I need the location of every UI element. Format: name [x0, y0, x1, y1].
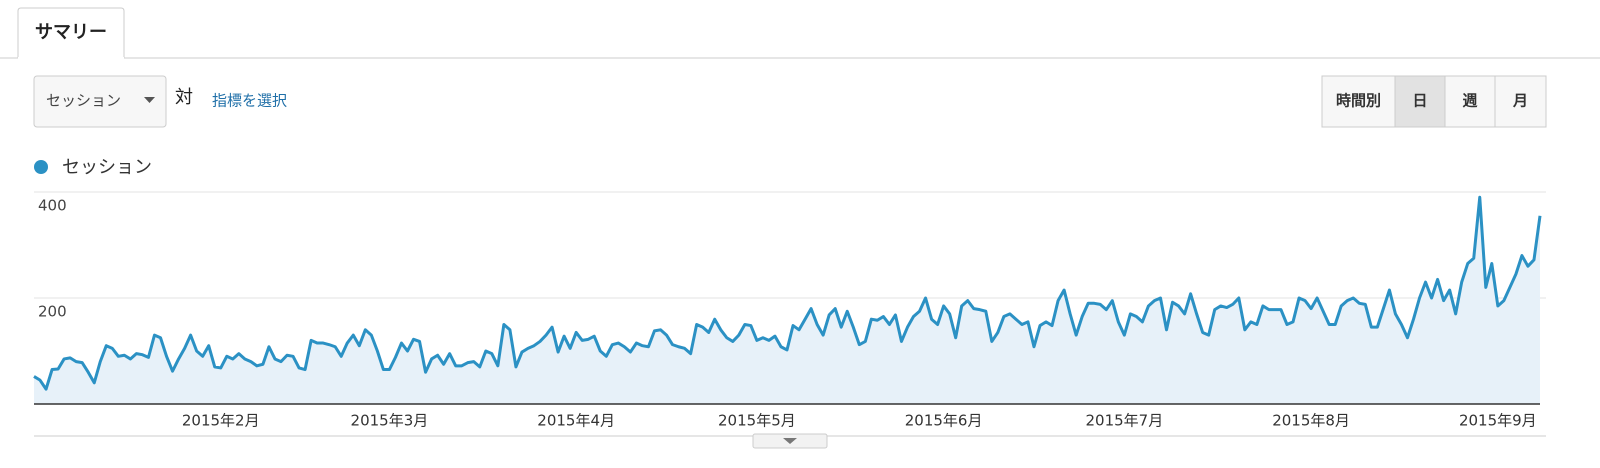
- area: [34, 197, 1540, 404]
- tab-label[interactable]: サマリー: [35, 22, 107, 43]
- tab-shape: [17, 7, 125, 58]
- select-metric-link[interactable]: 指標を選択: [212, 92, 287, 110]
- expand-arrow: [783, 438, 797, 444]
- x-tick-label: 2015年2月: [182, 412, 260, 430]
- tab-gap: [18, 57, 124, 60]
- legend-dot: [34, 160, 48, 174]
- dropdown-arrow: [144, 97, 155, 103]
- x-tick-label: 2015年9月: [1459, 412, 1537, 430]
- dropdown-label: セッション: [46, 92, 121, 110]
- x-tick-label: 2015年3月: [351, 412, 429, 430]
- range-button[interactable]: [1394, 75, 1446, 128]
- range-button[interactable]: [1494, 75, 1547, 128]
- range-button[interactable]: [1444, 75, 1496, 128]
- x-tick-label: 2015年5月: [718, 412, 796, 430]
- y-tick-label: 400: [38, 197, 67, 215]
- x-tick-label: 2015年8月: [1272, 412, 1350, 430]
- x-tick-label: 2015年6月: [905, 412, 983, 430]
- legend-label: セッション: [62, 157, 152, 178]
- x-tick-label: 2015年4月: [537, 412, 615, 430]
- versus-label: 対: [175, 87, 193, 108]
- metric-dropdown[interactable]: [33, 75, 167, 128]
- range-button-label: 週: [1462, 92, 1477, 110]
- range-button-label: 日: [1412, 92, 1427, 110]
- range-button-label: 月: [1512, 92, 1528, 110]
- line: [33, 195, 1542, 391]
- x-tick-label: 2015年7月: [1085, 412, 1163, 430]
- range-button-label: 時間別: [1336, 92, 1381, 110]
- y-tick-label: 200: [38, 303, 67, 321]
